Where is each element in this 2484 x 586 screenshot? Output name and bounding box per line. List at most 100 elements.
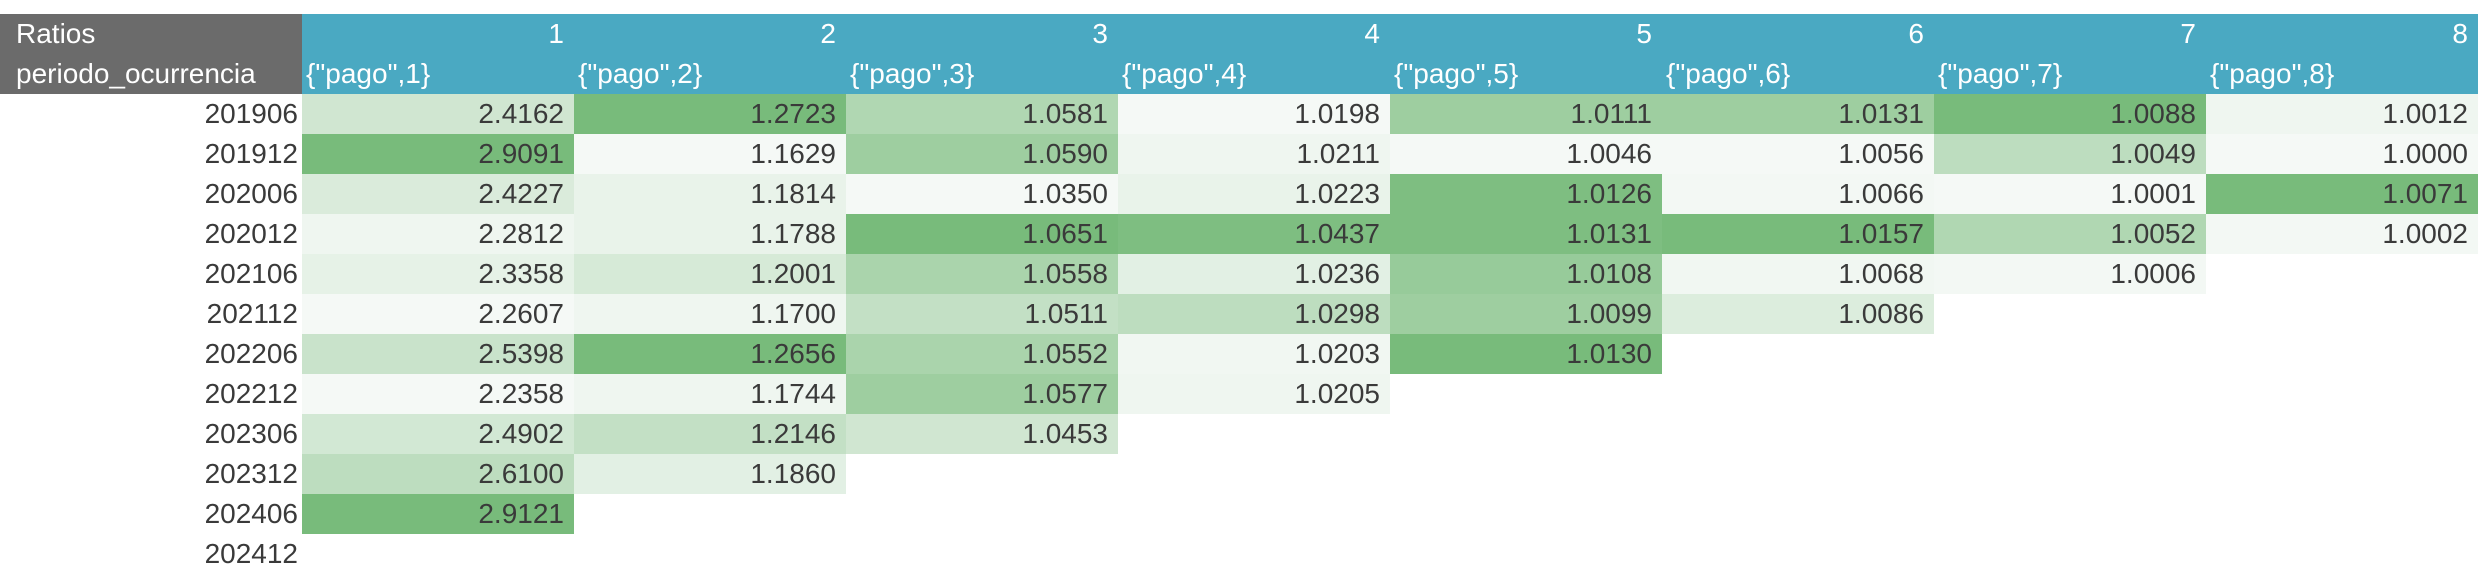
ratio-cell[interactable]: 1.1814 [574, 174, 846, 214]
ratio-cell[interactable]: 1.1629 [574, 134, 846, 174]
empty-cell[interactable] [1662, 534, 1934, 574]
empty-cell[interactable] [846, 494, 1118, 534]
ratio-cell[interactable]: 1.2146 [574, 414, 846, 454]
column-header-pago[interactable]: {"pago",8} [2206, 54, 2478, 94]
empty-cell[interactable] [1662, 454, 1934, 494]
row-header-period[interactable]: 201912 [204, 138, 298, 169]
ratio-cell[interactable]: 1.0126 [1390, 174, 1662, 214]
ratio-cell[interactable]: 1.0052 [1934, 214, 2206, 254]
ratio-cell[interactable]: 1.0108 [1390, 254, 1662, 294]
empty-cell[interactable] [1662, 334, 1934, 374]
row-header-period[interactable]: 202106 [204, 258, 298, 289]
ratio-cell[interactable]: 1.0001 [1934, 174, 2206, 214]
empty-cell[interactable] [1934, 334, 2206, 374]
ratio-cell[interactable]: 1.0066 [1662, 174, 1934, 214]
empty-cell[interactable] [1662, 414, 1934, 454]
empty-cell[interactable] [1118, 534, 1390, 574]
ratio-cell[interactable]: 1.0211 [1118, 134, 1390, 174]
ratio-cell[interactable]: 1.0131 [1662, 94, 1934, 134]
ratio-cell[interactable]: 1.0049 [1934, 134, 2206, 174]
empty-cell[interactable] [1390, 414, 1662, 454]
ratio-cell[interactable]: 1.0071 [2206, 174, 2478, 214]
empty-cell[interactable] [1118, 414, 1390, 454]
ratio-cell[interactable]: 1.0453 [846, 414, 1118, 454]
ratio-cell[interactable]: 1.0088 [1934, 94, 2206, 134]
ratio-cell[interactable]: 1.0205 [1118, 374, 1390, 414]
empty-cell[interactable] [1934, 294, 2206, 334]
empty-cell[interactable] [846, 534, 1118, 574]
column-header-pago[interactable]: {"pago",1} [302, 54, 574, 94]
ratio-cell[interactable]: 1.2001 [574, 254, 846, 294]
ratio-cell[interactable]: 1.0068 [1662, 254, 1934, 294]
ratio-cell[interactable]: 1.1700 [574, 294, 846, 334]
row-header-period[interactable]: 202212 [204, 378, 298, 409]
ratio-cell[interactable]: 1.0099 [1390, 294, 1662, 334]
ratio-cell[interactable]: 2.4162 [302, 94, 574, 134]
column-header-number[interactable]: 4 [1118, 14, 1390, 54]
ratio-cell[interactable]: 1.1788 [574, 214, 846, 254]
ratio-cell[interactable]: 1.0223 [1118, 174, 1390, 214]
ratio-cell[interactable]: 1.0236 [1118, 254, 1390, 294]
ratio-cell[interactable]: 2.6100 [302, 454, 574, 494]
ratio-cell[interactable]: 1.0086 [1662, 294, 1934, 334]
ratio-cell[interactable]: 2.9091 [302, 134, 574, 174]
row-header-period[interactable]: 201906 [204, 98, 298, 129]
row-header-period[interactable]: 202206 [204, 338, 298, 369]
ratio-cell[interactable]: 1.0006 [1934, 254, 2206, 294]
column-header-pago[interactable]: {"pago",6} [1662, 54, 1934, 94]
row-header-period[interactable]: 202406 [204, 498, 298, 529]
column-header-number[interactable]: 8 [2206, 14, 2478, 54]
column-header-pago[interactable]: {"pago",2} [574, 54, 846, 94]
ratio-cell[interactable]: 1.0581 [846, 94, 1118, 134]
ratio-cell[interactable]: 2.4227 [302, 174, 574, 214]
empty-cell[interactable] [1662, 494, 1934, 534]
empty-cell[interactable] [302, 534, 574, 574]
empty-cell[interactable] [1934, 374, 2206, 414]
empty-cell[interactable] [846, 454, 1118, 494]
ratio-cell[interactable]: 2.4902 [302, 414, 574, 454]
empty-cell[interactable] [2206, 414, 2478, 454]
row-header-period[interactable]: 202306 [204, 418, 298, 449]
column-header-number[interactable]: 2 [574, 14, 846, 54]
ratio-cell[interactable]: 1.0056 [1662, 134, 1934, 174]
empty-cell[interactable] [2206, 294, 2478, 334]
row-header-period[interactable]: 202112 [206, 298, 298, 329]
empty-cell[interactable] [1934, 414, 2206, 454]
ratio-cell[interactable]: 1.0131 [1390, 214, 1662, 254]
column-header-pago[interactable]: {"pago",4} [1118, 54, 1390, 94]
ratio-cell[interactable]: 1.0437 [1118, 214, 1390, 254]
ratio-cell[interactable]: 1.0511 [846, 294, 1118, 334]
empty-cell[interactable] [1390, 454, 1662, 494]
ratio-cell[interactable]: 1.0651 [846, 214, 1118, 254]
ratio-cell[interactable]: 2.3358 [302, 254, 574, 294]
empty-cell[interactable] [2206, 334, 2478, 374]
ratio-cell[interactable]: 1.0046 [1390, 134, 1662, 174]
ratio-cell[interactable]: 2.9121 [302, 494, 574, 534]
column-header-number[interactable]: 7 [1934, 14, 2206, 54]
ratio-cell[interactable]: 2.2358 [302, 374, 574, 414]
ratio-cell[interactable]: 1.1860 [574, 454, 846, 494]
row-header-period[interactable]: 202312 [204, 458, 298, 489]
column-header-number[interactable]: 1 [302, 14, 574, 54]
column-header-number[interactable]: 6 [1662, 14, 1934, 54]
ratio-cell[interactable]: 2.5398 [302, 334, 574, 374]
ratio-cell[interactable]: 1.0130 [1390, 334, 1662, 374]
empty-cell[interactable] [2206, 254, 2478, 294]
ratio-cell[interactable]: 1.0577 [846, 374, 1118, 414]
empty-cell[interactable] [574, 534, 846, 574]
ratio-cell[interactable]: 2.2812 [302, 214, 574, 254]
empty-cell[interactable] [2206, 534, 2478, 574]
row-header-period[interactable]: 202006 [204, 178, 298, 209]
ratio-cell[interactable]: 1.2723 [574, 94, 846, 134]
ratio-cell[interactable]: 1.0012 [2206, 94, 2478, 134]
empty-cell[interactable] [1390, 494, 1662, 534]
ratio-cell[interactable]: 1.0298 [1118, 294, 1390, 334]
empty-cell[interactable] [1390, 534, 1662, 574]
row-header-period[interactable]: 202412 [204, 538, 298, 569]
empty-cell[interactable] [1934, 534, 2206, 574]
ratio-cell[interactable]: 1.0552 [846, 334, 1118, 374]
empty-cell[interactable] [1934, 454, 2206, 494]
empty-cell[interactable] [1390, 374, 1662, 414]
column-header-pago[interactable]: {"pago",3} [846, 54, 1118, 94]
ratio-cell[interactable]: 1.0198 [1118, 94, 1390, 134]
